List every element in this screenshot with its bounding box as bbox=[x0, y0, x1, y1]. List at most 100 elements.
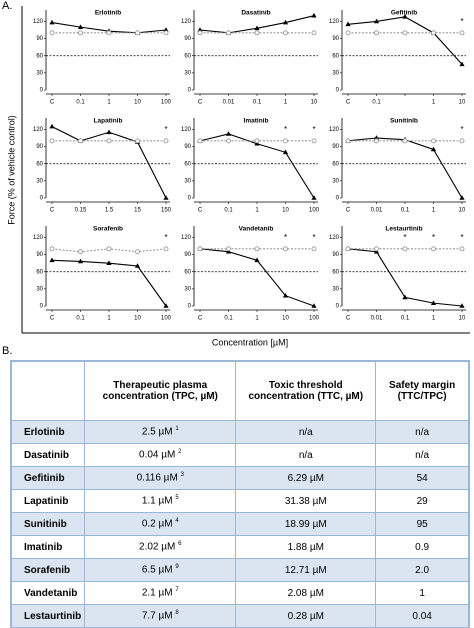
ttc-cell: 18.99 µM bbox=[235, 512, 377, 536]
tpc-value: 0.2 µM bbox=[141, 518, 173, 530]
x-tick-label: 1 bbox=[432, 100, 436, 106]
drug-cell: Lestaurtinib bbox=[10, 604, 86, 628]
vehicle-marker bbox=[197, 246, 203, 252]
vehicle-marker bbox=[431, 30, 436, 36]
vehicle-marker bbox=[311, 138, 317, 144]
table-row: Dasatinib 0.04 µM 2 n/a n/a bbox=[10, 443, 470, 467]
vehicle-marker bbox=[106, 30, 112, 36]
vehicle-marker bbox=[226, 138, 231, 144]
drug-marker bbox=[77, 24, 84, 29]
y-tick-label: 60 bbox=[184, 161, 191, 167]
vehicle-marker bbox=[163, 138, 169, 144]
reference: 8 bbox=[175, 610, 179, 617]
tpc-value: 2.02 µM bbox=[139, 541, 176, 553]
drug-marker bbox=[430, 146, 437, 152]
x-tick-label: 0.15 bbox=[75, 208, 87, 214]
drug-marker bbox=[402, 294, 408, 300]
ttc-cell: 2.08 µM bbox=[235, 581, 377, 605]
tpc-cell: 2.5 µM 1 bbox=[84, 420, 237, 444]
chart-title: Sunitinib bbox=[390, 118, 418, 125]
vehicle-marker bbox=[283, 138, 288, 144]
drug-cell: Sunitinib bbox=[10, 512, 86, 536]
x-tick-label: 1 bbox=[107, 316, 111, 322]
drug-marker bbox=[282, 19, 289, 25]
ttc-cell: 12.71 µM bbox=[235, 558, 377, 582]
significance-mark: * bbox=[403, 233, 406, 242]
vehicle-marker bbox=[459, 246, 465, 252]
panel-label: B. bbox=[2, 345, 13, 357]
table: Therapeutic plasma concentration (TPC, µ… bbox=[10, 360, 470, 628]
table-row: Lapatinib 1.1 µM 5 31.38 µM 29 bbox=[10, 489, 470, 513]
tpc-value: 6.5 µM bbox=[141, 564, 173, 576]
drug-marker bbox=[373, 18, 380, 24]
header-cell: Safety margin (TTC/TPC) bbox=[375, 360, 470, 421]
x-tick-label: 1 bbox=[255, 316, 259, 322]
panel-label: A. bbox=[2, 0, 13, 12]
vehicle-marker bbox=[197, 30, 203, 36]
x-tick-label: 0.1 bbox=[372, 100, 381, 106]
drug-marker bbox=[106, 260, 112, 265]
drug-marker bbox=[49, 19, 55, 25]
y-tick-label: 120 bbox=[181, 127, 192, 133]
drug-marker bbox=[254, 25, 260, 31]
y-tick-label: 60 bbox=[36, 53, 43, 59]
y-tick-label: 30 bbox=[332, 70, 339, 76]
chart-title: Lestaurtinib bbox=[385, 226, 422, 233]
vehicle-marker bbox=[283, 30, 288, 36]
y-tick-label: 60 bbox=[332, 53, 339, 59]
y-tick-label: 0 bbox=[188, 88, 192, 94]
chart-title: Erlotinib bbox=[95, 10, 121, 17]
significance-mark: * bbox=[460, 233, 463, 242]
x-tick-label: 10 bbox=[134, 100, 141, 106]
x-tick-label: 10 bbox=[311, 100, 318, 106]
series-line bbox=[199, 248, 315, 307]
x-tick-label: C bbox=[346, 100, 351, 106]
drug-marker bbox=[163, 27, 169, 32]
drug-marker bbox=[163, 303, 169, 308]
table-row: Sunitinib 0.2 µM 4 18.99 µM 95 bbox=[10, 512, 470, 536]
y-tick-label: 30 bbox=[36, 178, 43, 184]
vehicle-marker bbox=[374, 138, 379, 144]
x-tick-label: 150 bbox=[161, 208, 172, 214]
x-tick-label: 10 bbox=[459, 208, 466, 214]
y-tick-label: 30 bbox=[184, 70, 191, 76]
vehicle-marker bbox=[459, 30, 465, 36]
x-tick-label: 0.1 bbox=[401, 316, 410, 322]
margin-cell: 0.04 bbox=[375, 604, 470, 628]
vehicle-marker bbox=[49, 246, 55, 252]
tpc-value: 2.1 µM bbox=[141, 587, 173, 599]
ttc-cell: n/a bbox=[235, 420, 377, 444]
y-tick-label: 0 bbox=[188, 196, 192, 202]
x-tick-label: 0.1 bbox=[76, 100, 85, 106]
vehicle-marker bbox=[197, 138, 203, 144]
y-tick-label: 90 bbox=[332, 252, 339, 258]
tpc-value: 1.1 µM bbox=[141, 495, 173, 507]
x-tick-label: C bbox=[50, 316, 55, 322]
tpc-value: 2.5 µM bbox=[141, 426, 173, 438]
vehicle-marker bbox=[374, 30, 379, 36]
chart-title: Lapatinib bbox=[94, 118, 123, 125]
drug-cell: Imatinib bbox=[10, 535, 86, 559]
x-tick-label: C bbox=[198, 208, 203, 214]
x-tick-label: 10 bbox=[282, 208, 289, 214]
x-tick-label: 10 bbox=[459, 100, 466, 106]
header-cell: Toxic threshold concentration (TTC, µM) bbox=[235, 360, 377, 421]
x-tick-label: 1.5 bbox=[105, 208, 114, 214]
drug-marker bbox=[77, 258, 84, 264]
reference: 3 bbox=[180, 472, 184, 479]
table-row: Gefitinib 0.116 µM 3 6.29 µM 54 bbox=[10, 466, 470, 490]
reference: 9 bbox=[175, 564, 179, 571]
vehicle-marker bbox=[345, 138, 351, 144]
significance-mark: * bbox=[164, 233, 167, 242]
vehicle-marker bbox=[78, 249, 83, 255]
drug-marker bbox=[49, 123, 55, 129]
table-row: Erlotinib 2.5 µM 1 n/a n/a bbox=[10, 420, 470, 444]
drug-marker bbox=[282, 292, 289, 298]
reference: 7 bbox=[175, 587, 179, 594]
vehicle-marker bbox=[402, 246, 408, 252]
tpc-cell: 7.7 µM 8 bbox=[84, 604, 237, 628]
reference: 5 bbox=[175, 495, 179, 502]
drug-marker bbox=[254, 257, 260, 263]
ttc-cell: 0.28 µM bbox=[235, 604, 377, 628]
